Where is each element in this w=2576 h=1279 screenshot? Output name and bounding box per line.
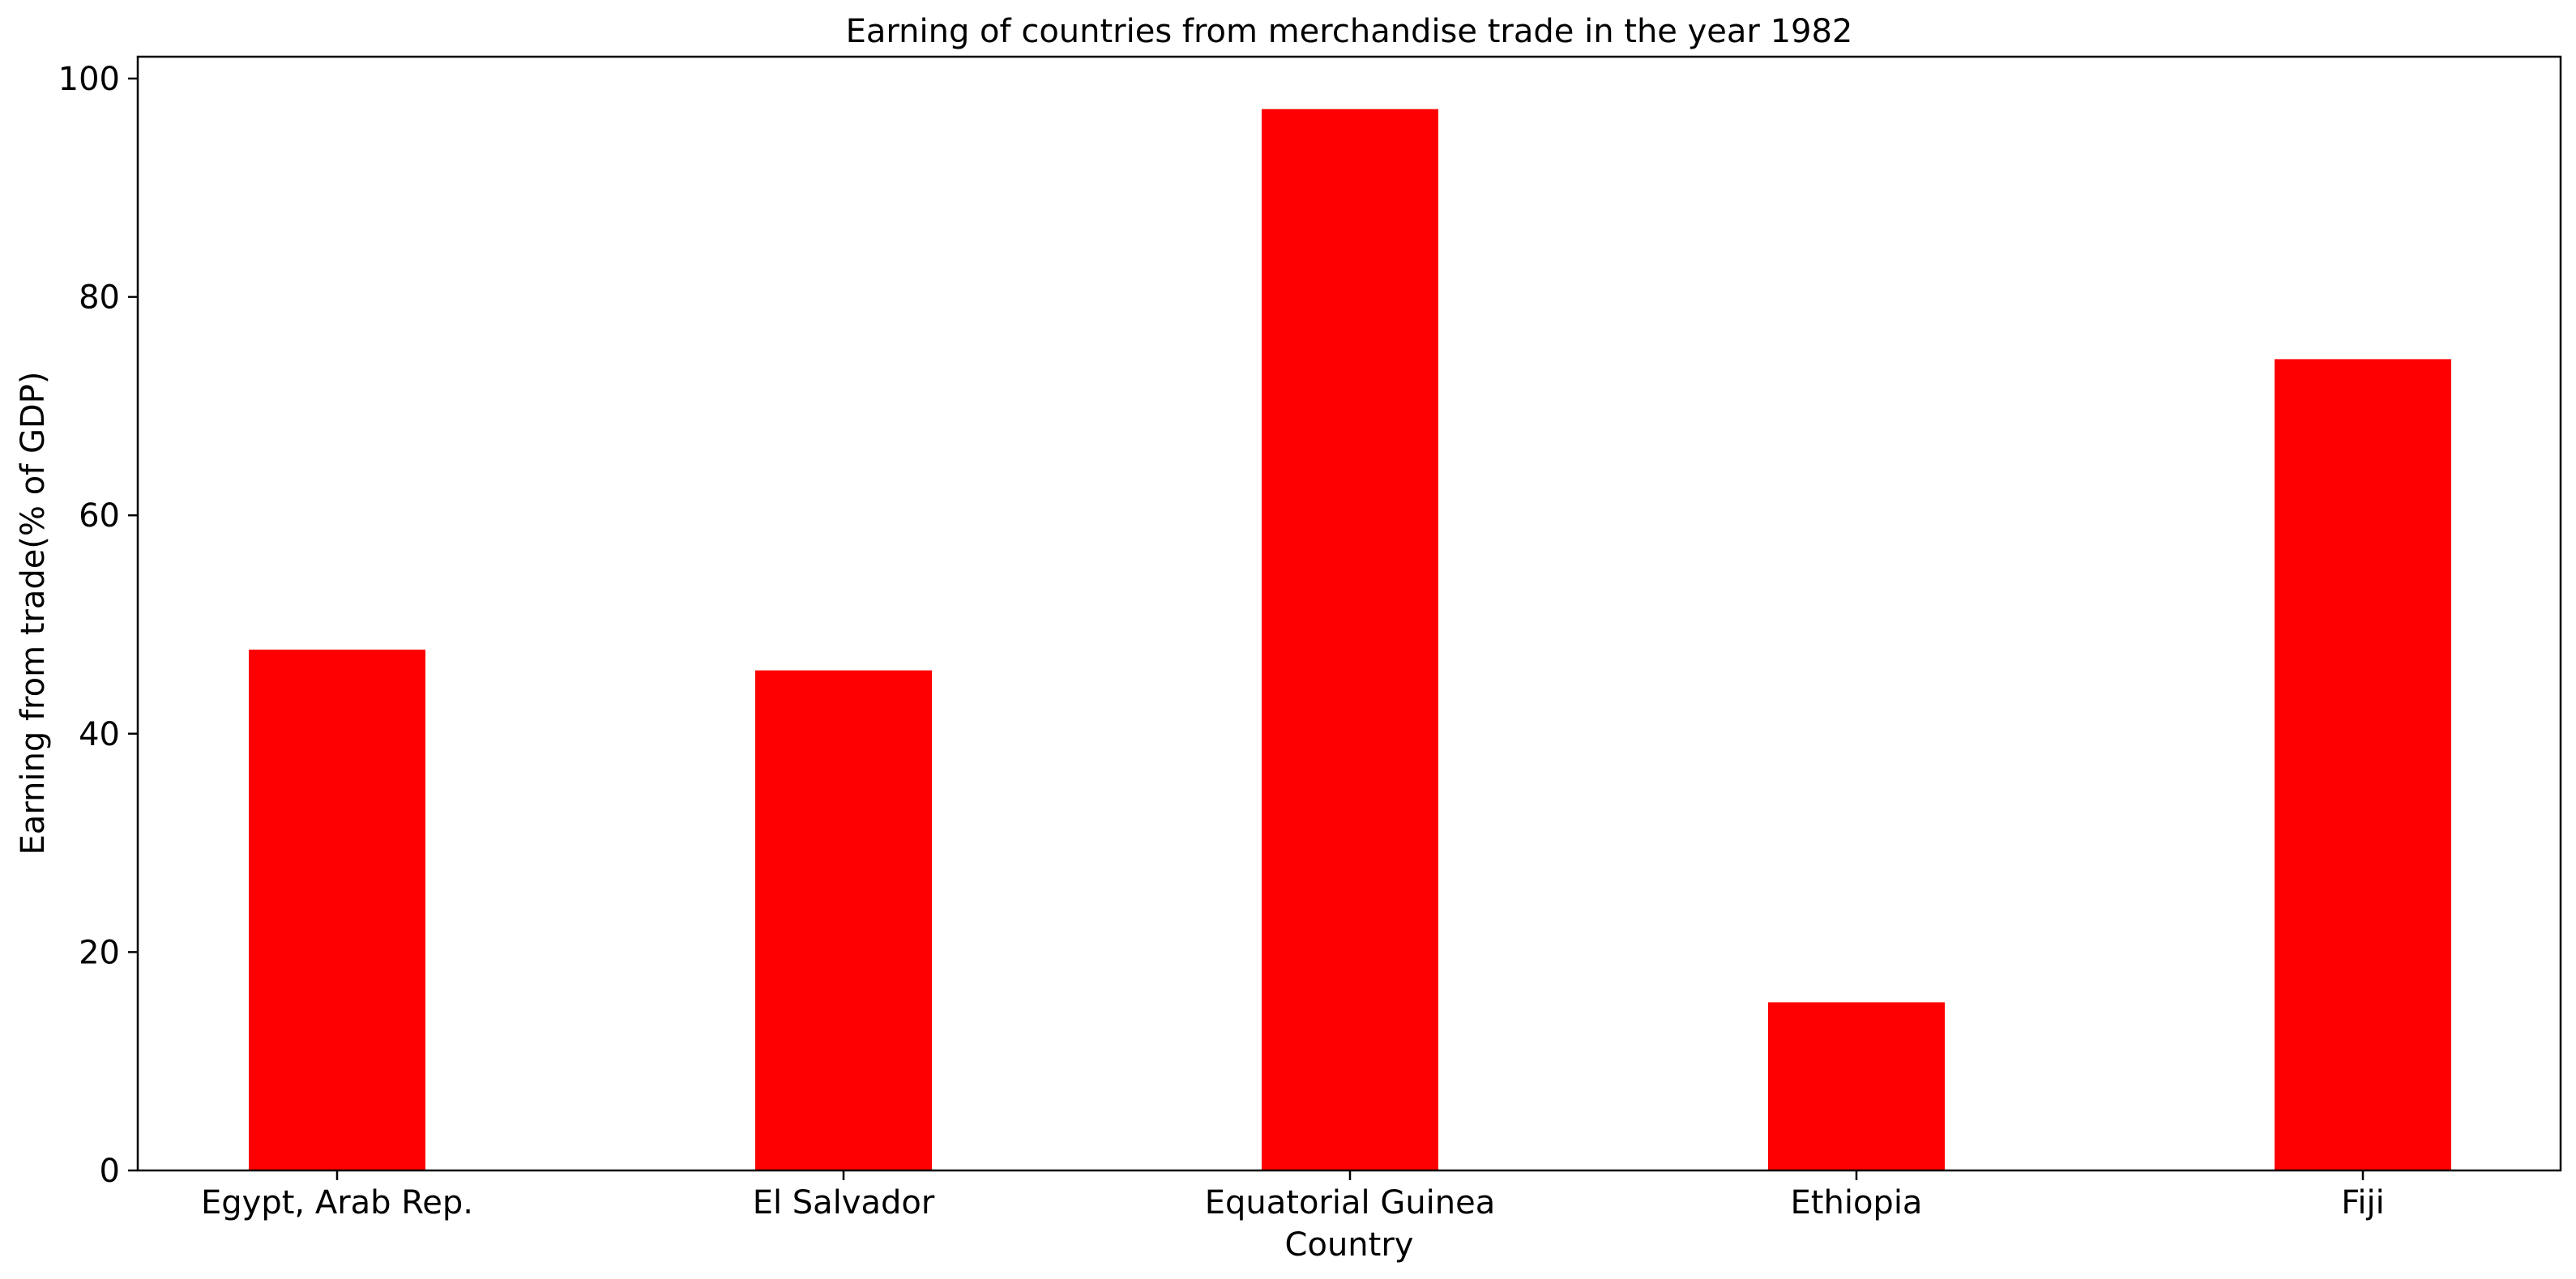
y-tick-label-3: 60 xyxy=(79,497,120,535)
y-tick-label-2: 40 xyxy=(79,716,120,753)
x-tick-label-3: Ethiopia xyxy=(1791,1184,1923,1221)
y-axis-title: Earning from trade(% of GDP) xyxy=(15,371,52,855)
y-axis-ticks: 0 20 40 60 80 100 xyxy=(58,61,138,1190)
y-tick-label-4: 80 xyxy=(79,279,120,317)
bar-4 xyxy=(2275,359,2451,1170)
y-tick-label-1: 20 xyxy=(79,934,120,971)
bars-group xyxy=(249,109,2451,1170)
x-tick-label-0: Egypt, Arab Rep. xyxy=(201,1184,473,1221)
y-tick-label-0: 0 xyxy=(100,1153,120,1190)
bar-1 xyxy=(755,670,932,1170)
x-axis-ticks: Egypt, Arab Rep. El Salvador Equatorial Gu… xyxy=(201,1170,2385,1221)
bar-0 xyxy=(249,649,425,1170)
bar-3 xyxy=(1768,1002,1945,1170)
bar-2 xyxy=(1262,109,1438,1170)
x-tick-label-2: Equatorial Guinea xyxy=(1205,1184,1496,1221)
chart-title: Earning of countries from merchandise tr… xyxy=(846,13,1853,50)
y-tick-label-5: 100 xyxy=(58,61,120,98)
x-axis-title: Country xyxy=(1285,1226,1414,1264)
x-tick-label-1: El Salvador xyxy=(753,1184,935,1221)
x-tick-label-4: Fiji xyxy=(2341,1184,2384,1221)
plot-area-frame xyxy=(136,55,2562,1172)
